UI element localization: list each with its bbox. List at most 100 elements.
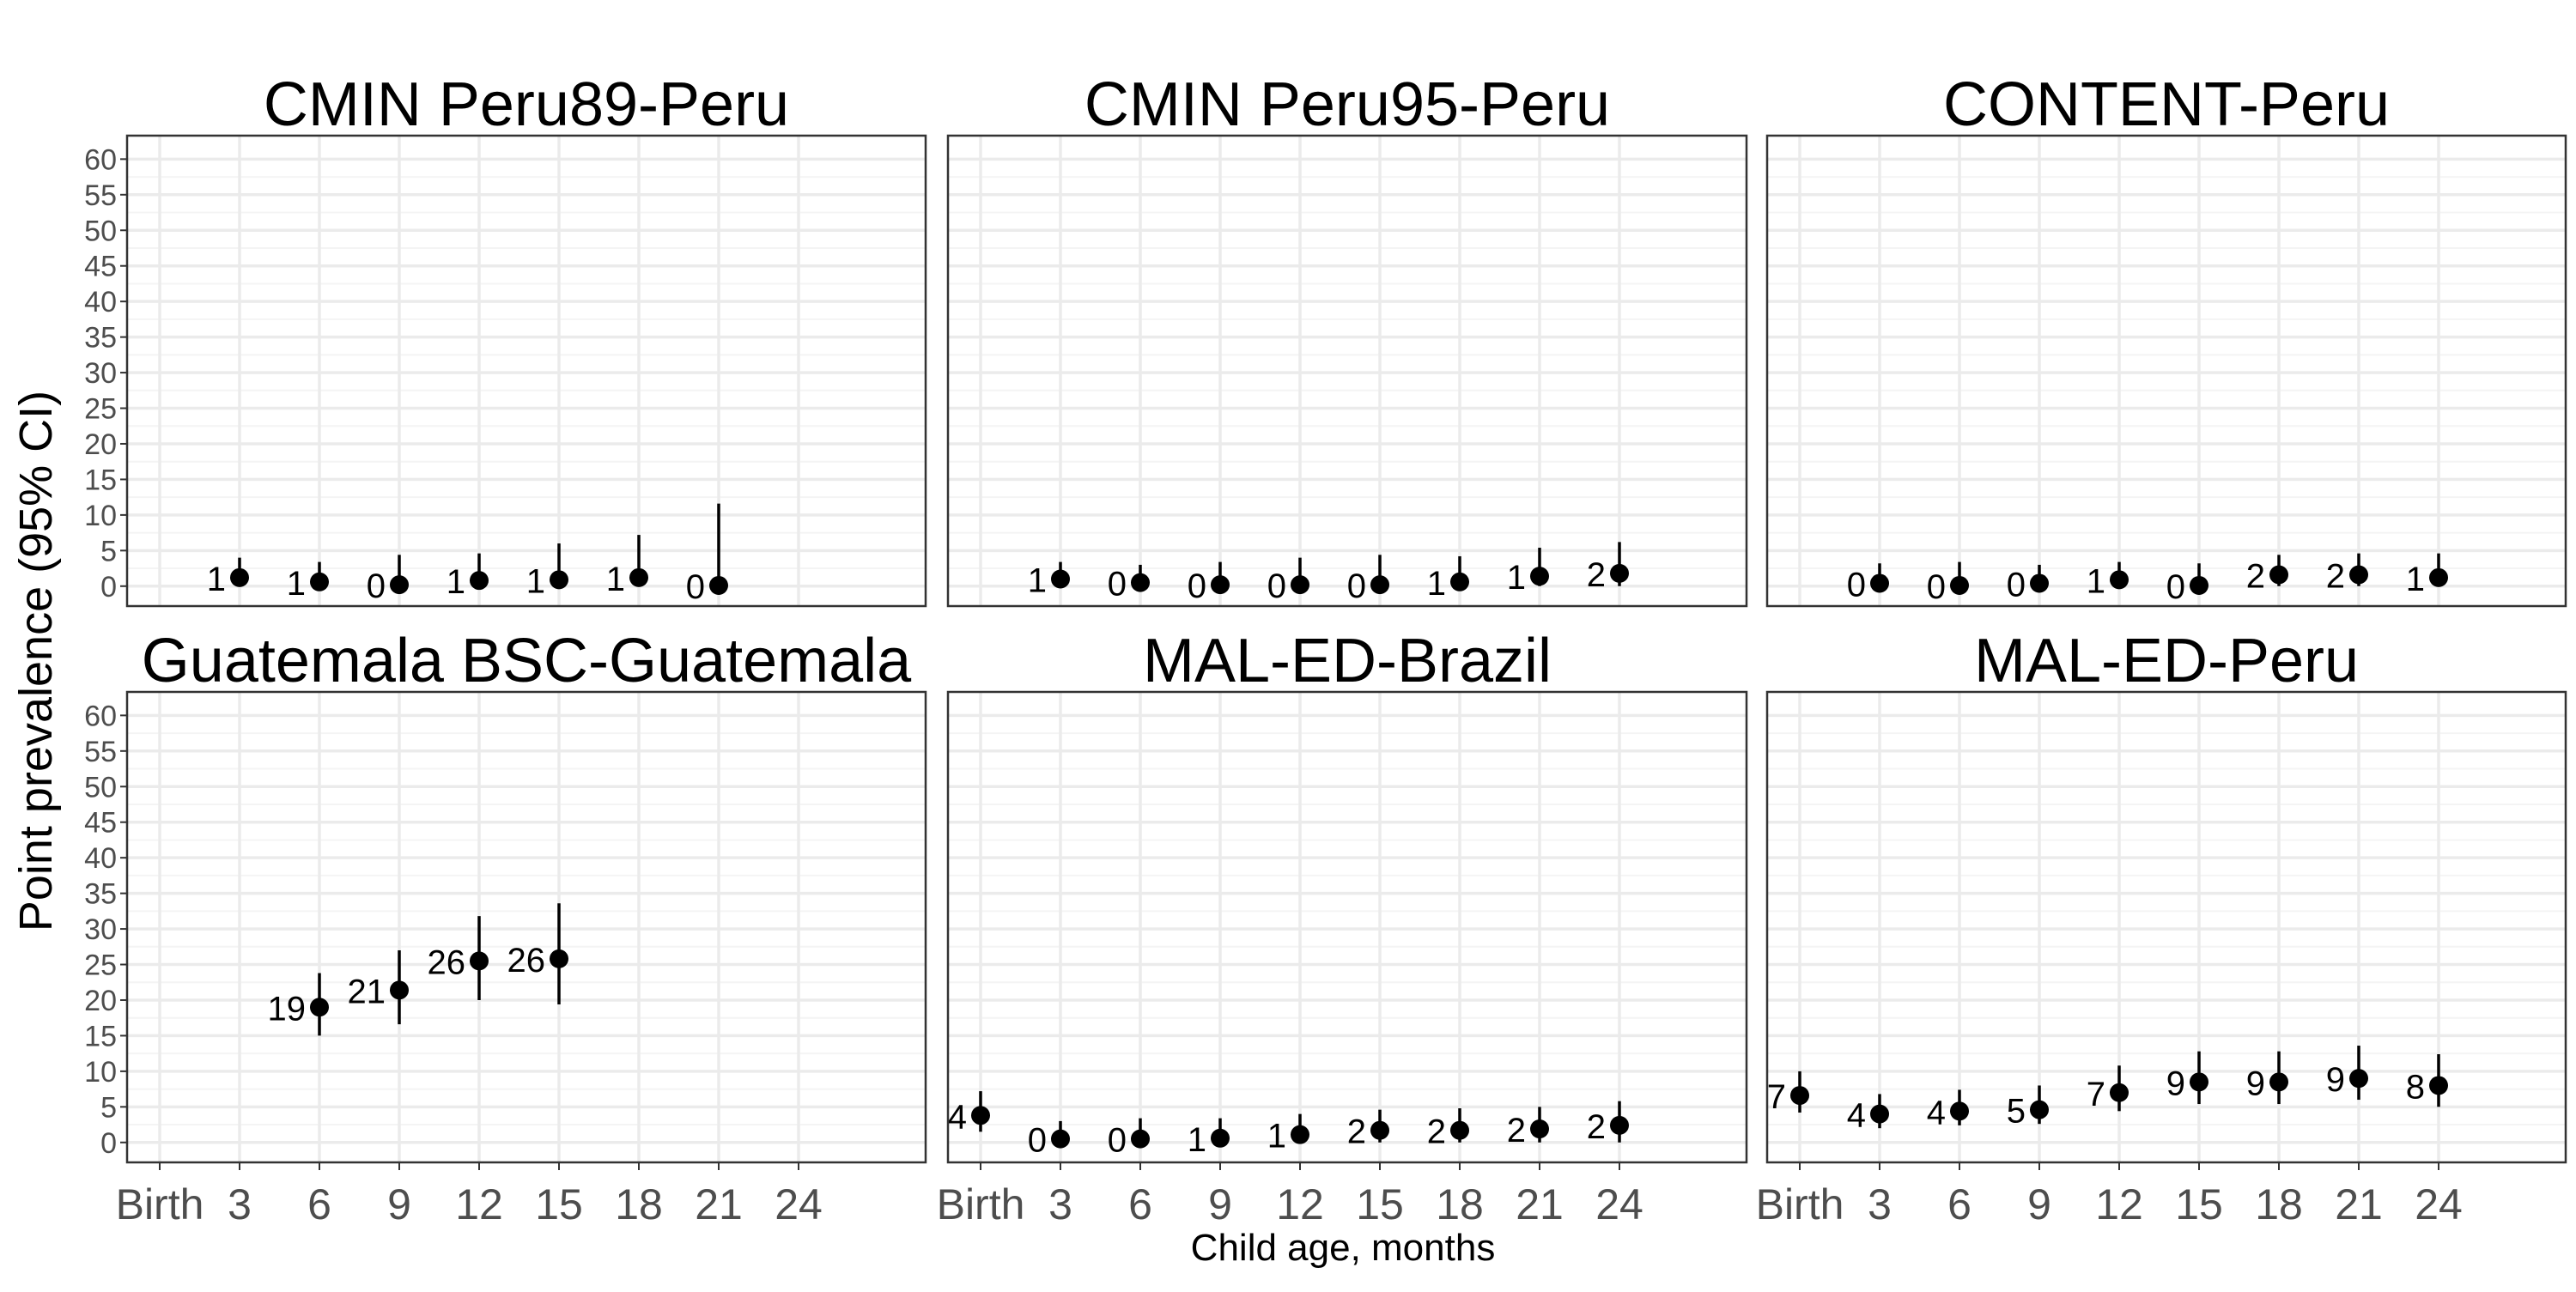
y-tick-label: 40 xyxy=(84,286,117,318)
data-point xyxy=(2030,1100,2049,1119)
x-axis-title: Child age, months xyxy=(1191,1227,1496,1269)
x-tick-label: 9 xyxy=(387,1180,411,1228)
data-label: 26 xyxy=(428,943,466,981)
data-label: 0 xyxy=(686,568,705,606)
x-tick-label: 21 xyxy=(1516,1180,1564,1228)
x-tick-label: 18 xyxy=(615,1180,663,1228)
data-point xyxy=(390,980,409,1000)
y-tick-label: 25 xyxy=(84,949,117,982)
data-point xyxy=(1870,1104,1889,1124)
x-tick-label: 12 xyxy=(1276,1180,1324,1228)
data-point xyxy=(1530,1119,1549,1139)
x-tick-label: 15 xyxy=(1356,1180,1404,1228)
y-tick-label: 35 xyxy=(84,322,117,355)
data-label: 0 xyxy=(1267,567,1286,605)
data-label: 1 xyxy=(1507,559,1526,597)
data-point xyxy=(1291,575,1309,595)
panel-background xyxy=(127,692,926,1162)
panel-background xyxy=(127,136,926,606)
y-tick-label: 60 xyxy=(84,143,117,176)
data-label: 0 xyxy=(1347,567,1366,605)
data-label: 0 xyxy=(367,567,386,605)
data-label: 19 xyxy=(268,990,307,1028)
data-label: 8 xyxy=(2406,1068,2425,1106)
data-label: 26 xyxy=(507,942,546,980)
data-label: 1 xyxy=(2087,562,2105,600)
x-tick-label: 24 xyxy=(775,1180,823,1228)
data-label: 9 xyxy=(2166,1065,2185,1102)
panel-border xyxy=(946,690,1748,1164)
x-tick-label: 6 xyxy=(1947,1180,1971,1228)
y-tick-label: 55 xyxy=(84,179,117,212)
data-label: 4 xyxy=(1847,1097,1866,1135)
data-label: 0 xyxy=(1927,568,1946,606)
y-tick-label: 15 xyxy=(84,464,117,496)
data-point xyxy=(2429,567,2448,587)
y-axis-title: Point prevalence (95% CI) xyxy=(10,391,62,931)
panel-background xyxy=(948,136,1747,606)
y-tick-label: 45 xyxy=(84,807,117,840)
y-tick-label: 50 xyxy=(84,215,117,247)
x-tick-label: 6 xyxy=(307,1180,331,1228)
x-tick-label: 9 xyxy=(1208,1180,1232,1228)
data-label: 1 xyxy=(2406,561,2425,598)
y-tick-label: 45 xyxy=(84,251,117,283)
x-tick-label: 9 xyxy=(2027,1180,2051,1228)
data-point xyxy=(629,567,648,587)
y-tick-label: 5 xyxy=(100,1091,117,1124)
x-tick-label: 12 xyxy=(455,1180,503,1228)
x-tick-label: 24 xyxy=(2415,1180,2463,1228)
data-label: 2 xyxy=(2326,558,2345,596)
data-label: 0 xyxy=(1028,1122,1047,1160)
x-tick-label: 12 xyxy=(2095,1180,2143,1228)
y-tick-label: 10 xyxy=(84,500,117,532)
x-tick-label: 3 xyxy=(1048,1180,1072,1228)
data-point xyxy=(550,949,568,968)
data-point xyxy=(1131,1129,1150,1149)
data-point xyxy=(230,567,249,587)
data-point xyxy=(2349,1069,2368,1089)
panel-border xyxy=(125,134,927,608)
data-label: 0 xyxy=(1188,567,1206,605)
y-tick-label: 0 xyxy=(100,1127,117,1160)
x-tick-label: Birth xyxy=(1756,1180,1844,1228)
data-label: 1 xyxy=(447,563,465,601)
data-point xyxy=(2349,565,2368,585)
data-point xyxy=(2269,565,2288,585)
data-point xyxy=(1450,572,1469,591)
x-tick-label: 18 xyxy=(2255,1180,2303,1228)
data-point xyxy=(1950,1101,1969,1121)
data-label: 2 xyxy=(2246,558,2265,596)
data-label: 2 xyxy=(1427,1113,1446,1151)
panel-title: CMIN Peru95-Peru xyxy=(1084,70,1610,139)
x-tick-label: 21 xyxy=(695,1180,743,1228)
data-label: 9 xyxy=(2326,1061,2345,1099)
data-label: 1 xyxy=(207,561,226,598)
panel-border xyxy=(1765,134,2567,608)
y-tick-label: 40 xyxy=(84,842,117,875)
data-label: 1 xyxy=(1028,561,1047,599)
data-label: 2 xyxy=(1587,1108,1606,1146)
data-point xyxy=(1211,575,1230,595)
data-point xyxy=(2110,570,2129,590)
x-tick-label: 3 xyxy=(1868,1180,1892,1228)
data-point xyxy=(1610,563,1629,583)
data-point xyxy=(2110,1083,2129,1102)
x-tick-label: 24 xyxy=(1595,1180,1643,1228)
data-label: 2 xyxy=(1507,1112,1526,1149)
data-point xyxy=(1131,573,1150,592)
data-label: 0 xyxy=(1847,566,1866,604)
y-tick-label: 50 xyxy=(84,771,117,804)
x-tick-label: 18 xyxy=(1436,1180,1484,1228)
panel-border xyxy=(946,134,1748,608)
panel-border xyxy=(125,690,927,1164)
data-label: 7 xyxy=(1767,1078,1786,1116)
data-label: 1 xyxy=(1427,565,1446,603)
panel-border xyxy=(1765,690,2567,1164)
y-tick-label: 55 xyxy=(84,736,117,768)
panel-title: CONTENT-Peru xyxy=(1943,70,2390,139)
panel-background xyxy=(1767,136,2566,606)
y-tick-label: 30 xyxy=(84,913,117,946)
y-tick-label: 10 xyxy=(84,1056,117,1089)
